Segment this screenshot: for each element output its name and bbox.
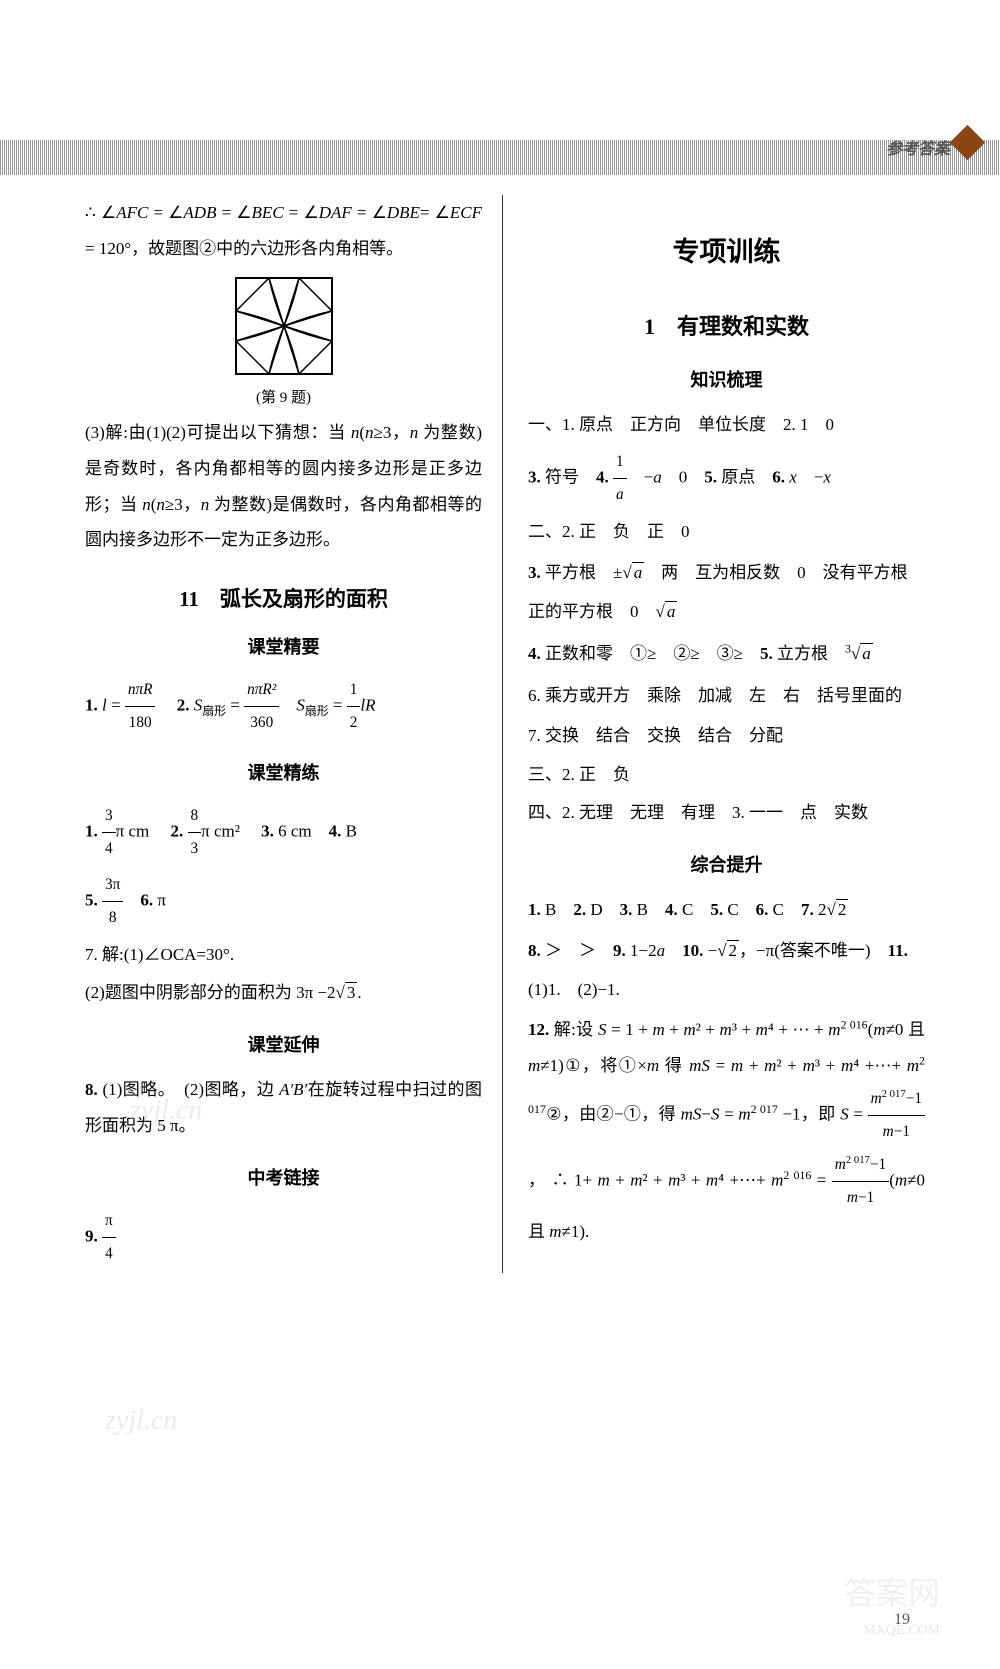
zssl-l8: 三、2. 正 负 — [528, 757, 925, 793]
heading-rational-real: 1 有理数和实数 — [528, 309, 925, 341]
intro-paragraph: ∴ ∠AFC = ∠ADB = ∠BEC = ∠DAF = ∠DBE= ∠ECF… — [85, 195, 482, 266]
ktjl-q1-4: 1. 34π cm 2. 83π cm² 3. 6 cm 4. B — [85, 800, 482, 865]
header-decoration: 参考答案 — [0, 140, 1000, 175]
zssl-l5: 4. 正数和零 ①≥ ②≥ ③≥ 5. 立方根 3√a — [528, 634, 925, 673]
zssl-l9: 四、2. 无理 无理 有理 3. 一一 点 实数 — [528, 795, 925, 831]
content-container: ∴ ∠AFC = ∠ADB = ∠BEC = ∠DAF = ∠DBE= ∠ECF… — [0, 175, 1000, 1273]
zssl-l7: 7. 交换 结合 交换 结合 分配 — [528, 718, 925, 754]
ktjy-formula: 1. l = nπR180 2. S扇形 = nπR²360 S扇形 = 12l… — [85, 674, 482, 739]
ktys-q8: 8. (1)图略。 (2)图略，边 A′B′在旋转过程中扫过的图形面积为 5 π… — [85, 1072, 482, 1143]
figure-container — [85, 276, 482, 381]
zssl-l2: 3. 符号 4. 1a −a 0 5. 原点 6. x −x — [528, 446, 925, 511]
section-title-11: 11 弧长及扇形的面积 — [85, 583, 482, 613]
zklj-q9: 9. π4 — [85, 1205, 482, 1270]
zhts-q12: 12. 解:设 S = 1 + m + m² + m³ + m⁴ + ⋯ + m… — [528, 1012, 925, 1250]
footer-watermark-2: MXQE.COM — [863, 1623, 940, 1639]
ktjl-q5-6: 5. 3π8 6. π — [85, 869, 482, 934]
subsection-ktjl: 课堂精练 — [85, 759, 482, 785]
zhts-l2: 8. ＞ ＞ 9. 1−2a 10. −√2，−π(答案不唯一) 11. (1)… — [528, 931, 925, 1009]
subsection-zklj: 中考链接 — [85, 1164, 482, 1190]
right-column: 专项训练 1 有理数和实数 知识梳理 一、1. 原点 正方向 单位长度 2. 1… — [503, 195, 925, 1273]
hexagon-figure — [234, 276, 334, 376]
paragraph-2: (3)解:由(1)(2)可提出以下猜想：当 n(n≥3，n 为整数)是奇数时，各… — [85, 415, 482, 558]
heading-special-training: 专项训练 — [528, 230, 925, 269]
left-column: ∴ ∠AFC = ∠ADB = ∠BEC = ∠DAF = ∠DBE= ∠ECF… — [85, 195, 503, 1273]
subsection-zhts: 综合提升 — [528, 851, 925, 877]
header-label: 参考答案 — [886, 135, 950, 159]
zhts-l1: 1. B 2. D 3. B 4. C 5. C 6. C 7. 2√2 — [528, 892, 925, 928]
subsection-zssl: 知识梳理 — [528, 366, 925, 392]
ktjl-q7b: (2)题图中阴影部分的面积为 3π −2√3. — [85, 975, 482, 1011]
ktjl-q7a: 7. 解:(1)∠OCA=30°. — [85, 937, 482, 973]
zssl-l3: 二、2. 正 负 正 0 — [528, 514, 925, 550]
footer-watermark-1: 答案网 — [844, 1568, 940, 1614]
subsection-ktys: 课堂延伸 — [85, 1031, 482, 1057]
subsection-ktjy: 课堂精要 — [85, 633, 482, 659]
zssl-l6: 6. 乘方或开方 乘除 加减 左 右 括号里面的 — [528, 676, 925, 715]
zssl-l1: 一、1. 原点 正方向 单位长度 2. 1 0 — [528, 407, 925, 443]
zssl-l4: 3. 平方根 ±√a 两 互为相反数 0 没有平方根 正的平方根 0 √a — [528, 553, 925, 631]
watermark-2: zyjl.cn — [105, 1405, 177, 1437]
figure-caption: (第 9 题) — [85, 386, 482, 407]
